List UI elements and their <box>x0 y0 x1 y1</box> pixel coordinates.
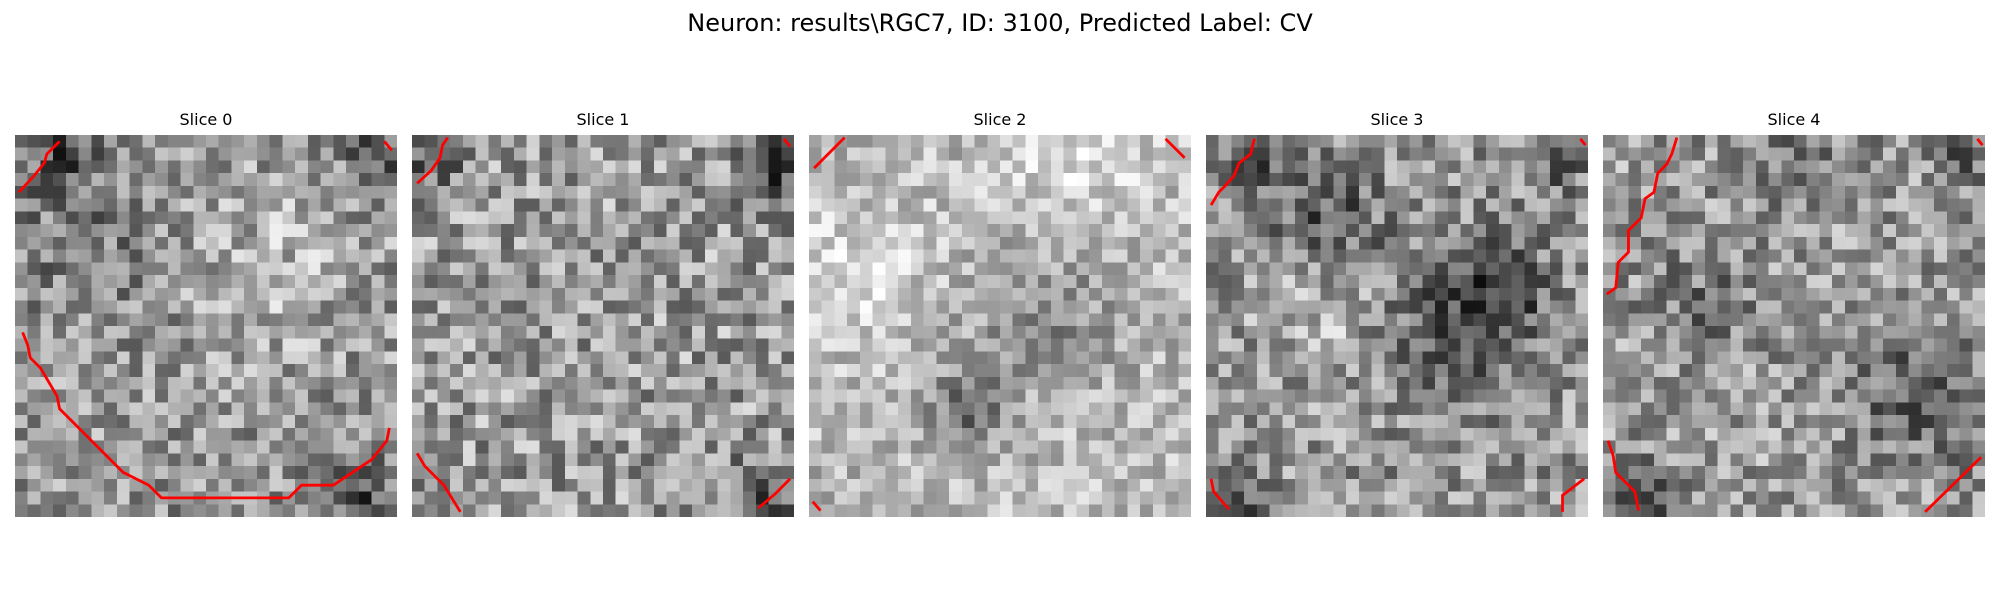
roi-contour-line <box>415 452 462 513</box>
slice-contour-1 <box>415 136 792 513</box>
slice-panel-4: Slice 4 <box>1603 108 1985 517</box>
slice-title-0: Slice 0 <box>179 110 233 129</box>
slice-title-2: Slice 2 <box>973 110 1027 129</box>
roi-contour-line <box>1209 478 1230 511</box>
roi-contour-line <box>1164 137 1186 159</box>
slice-image-4 <box>1603 135 1985 517</box>
roi-contour-line <box>383 140 393 152</box>
roi-contour-line <box>1606 137 1679 296</box>
roi-contour-line <box>1209 138 1256 206</box>
slice-image-2 <box>809 135 1191 517</box>
slice-panel-1: Slice 1 <box>412 108 794 517</box>
roi-contour-line <box>1924 456 1983 513</box>
roi-contour-line <box>782 137 792 148</box>
slice-image-0 <box>15 135 397 517</box>
slice-pixels-4 <box>1603 135 1985 517</box>
slice-contour-2 <box>811 136 1186 512</box>
roi-contour-line <box>1561 477 1586 512</box>
slice-panel-2: Slice 2 <box>809 108 1191 517</box>
figure-title: Neuron: results\RGC7, ID: 3100, Predicte… <box>687 9 1313 37</box>
roi-contour-line <box>813 136 846 170</box>
slice-title-3: Slice 3 <box>1370 110 1424 129</box>
slice-pixels-3 <box>1206 135 1588 517</box>
slice-pixels-2 <box>809 135 1191 517</box>
roi-contour-line <box>811 500 822 512</box>
slice-contour-3 <box>1209 137 1587 512</box>
roi-contour-line <box>17 140 61 194</box>
slice-panel-3: Slice 3 <box>1206 108 1588 517</box>
slice-pixels-1 <box>412 135 794 517</box>
slice-contour-0 <box>17 140 393 500</box>
slice-panel-0: Slice 0 <box>15 108 397 517</box>
roi-contour-line <box>757 477 792 510</box>
roi-contour-line <box>1579 137 1587 147</box>
slice-title-1: Slice 1 <box>576 110 630 129</box>
roi-contour-line <box>416 136 449 185</box>
roi-contour-line <box>1606 440 1641 511</box>
slice-title-4: Slice 4 <box>1767 110 1821 129</box>
slice-contour-4 <box>1606 137 1984 513</box>
roi-contour-line <box>1976 137 1984 147</box>
slice-image-3 <box>1206 135 1588 517</box>
slice-image-1 <box>412 135 794 517</box>
slice-pixels-0 <box>15 135 397 517</box>
roi-contour-line <box>21 331 391 500</box>
